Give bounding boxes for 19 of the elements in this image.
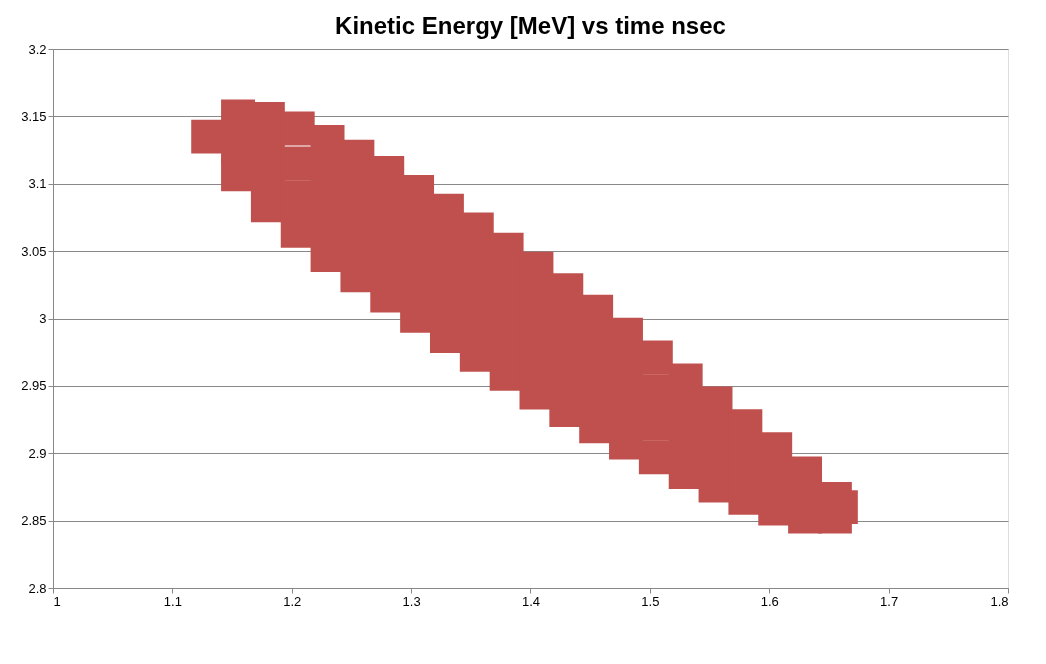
y-tick-label: 3.05: [21, 243, 47, 259]
chart-title: Kinetic Energy [MeV] vs time nsec: [335, 12, 726, 39]
x-tick-label: 1.7: [880, 593, 899, 609]
y-tick-label: 2.9: [28, 445, 47, 461]
x-tick-label: 1: [53, 593, 61, 609]
y-tick-label: 2.95: [21, 378, 47, 394]
y-tick-label: 2.8: [28, 580, 47, 596]
x-tick-label: 1.5: [641, 593, 660, 609]
y-tick-label: 3.15: [21, 108, 47, 124]
y-tick-label: 3.2: [28, 41, 47, 57]
y-tick-label: 2.85: [21, 513, 47, 529]
y-tick-label: 3.1: [28, 176, 47, 192]
x-tick-label: 1.6: [760, 593, 779, 609]
x-tick-label: 1.2: [283, 593, 302, 609]
x-tick-label: 1.8: [990, 593, 1009, 609]
x-tick-label: 1.4: [521, 593, 541, 609]
x-tick-label: 1.3: [402, 593, 421, 609]
x-tick-label: 1.1: [163, 593, 182, 609]
y-tick-label: 3: [39, 311, 47, 326]
